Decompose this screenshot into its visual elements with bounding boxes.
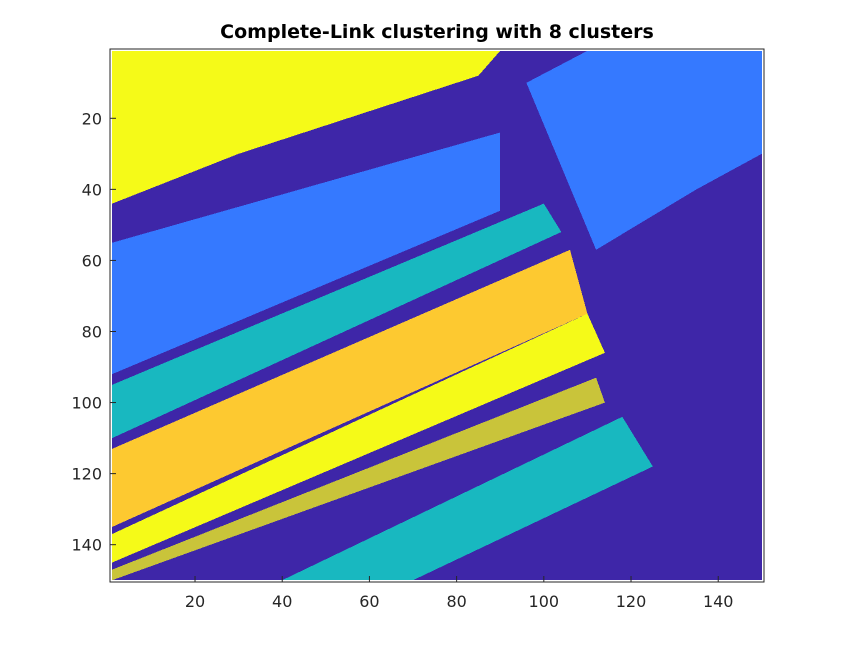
cluster-region-3 <box>526 50 762 250</box>
x-tick-label: 100 <box>529 592 560 611</box>
axes-box <box>109 48 765 583</box>
cluster-region-9 <box>282 416 653 581</box>
cluster-region-4 <box>112 132 501 375</box>
y-tick-label: 20 <box>82 109 102 128</box>
cluster-region-6 <box>112 249 588 527</box>
cluster-region-5 <box>112 203 562 439</box>
y-tick-label: 100 <box>71 394 102 413</box>
x-tick-label: 140 <box>703 592 734 611</box>
cluster-region-7 <box>112 313 605 563</box>
x-tick-label: 40 <box>272 592 292 611</box>
plot-area <box>112 50 762 581</box>
x-tick-label: 120 <box>616 592 647 611</box>
x-axis: 20 40 60 80 100 120 140 <box>185 576 734 611</box>
cluster-region-8 <box>112 377 605 581</box>
x-tick-label: 80 <box>446 592 466 611</box>
cluster-region-2 <box>112 50 501 204</box>
chart-title: Complete-Link clustering with 8 clusters <box>220 21 654 43</box>
y-tick-label: 120 <box>71 465 102 484</box>
y-tick-label: 60 <box>82 251 102 270</box>
y-axis: 20 40 60 80 100 120 140 <box>71 109 116 555</box>
x-tick-label: 20 <box>185 592 205 611</box>
y-tick-label: 80 <box>82 322 102 341</box>
y-tick-label: 140 <box>71 536 102 555</box>
y-tick-label: 40 <box>82 180 102 199</box>
x-tick-label: 60 <box>359 592 379 611</box>
